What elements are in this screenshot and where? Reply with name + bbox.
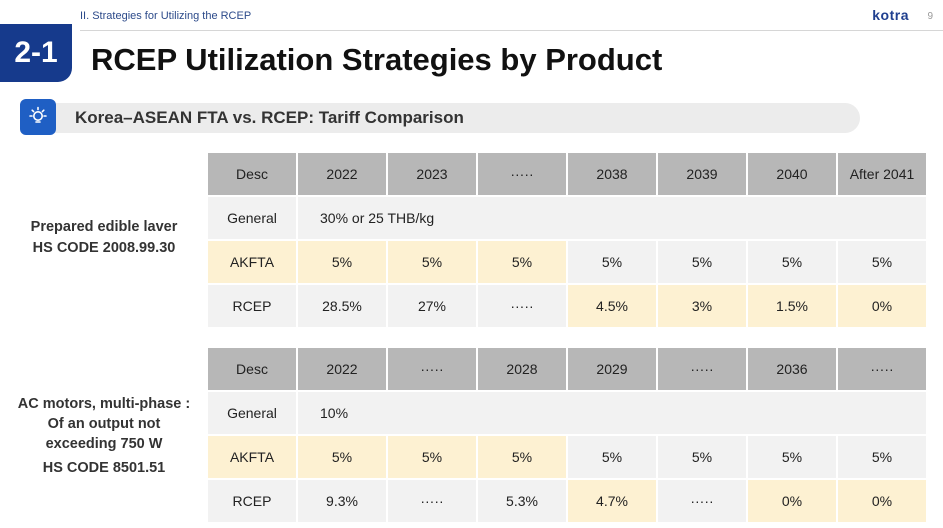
rcep-cell: 3% — [658, 285, 746, 327]
header-cell: Desc — [208, 153, 296, 195]
page-number: 9 — [927, 11, 933, 22]
rcep-cell: 5.3% — [478, 480, 566, 522]
header-cell: ····· — [658, 348, 746, 390]
product-hs-code: HS CODE 8501.51 — [42, 460, 166, 476]
lightbulb-icon — [20, 99, 56, 135]
header-cell: 2036 — [748, 348, 836, 390]
product-name-line: Prepared edible laver — [30, 219, 178, 235]
akfta-cell: 5% — [388, 436, 476, 478]
header-cell: 2038 — [568, 153, 656, 195]
akfta-cell: 5% — [298, 436, 386, 478]
page-title: RCEP Utilization Strategies by Product — [91, 42, 663, 77]
header-cell: ····· — [838, 348, 926, 390]
akfta-cell: 5% — [568, 241, 656, 283]
product-label-ac-motors: AC motors, multi-phase : Of an output no… — [4, 394, 204, 478]
akfta-cell: 5% — [838, 436, 926, 478]
akfta-cell: 5% — [478, 436, 566, 478]
rcep-cell: 27% — [388, 285, 476, 327]
akfta-cell: 5% — [658, 241, 746, 283]
header-divider — [80, 30, 943, 31]
header-cell: Desc — [208, 348, 296, 390]
header-cell: ····· — [478, 153, 566, 195]
rcep-cell: ····· — [388, 480, 476, 522]
section-number-badge: 2-1 — [0, 24, 72, 82]
akfta-cell: 5% — [478, 241, 566, 283]
row-label-general: General — [208, 392, 296, 434]
tariff-table-ac-motors: Desc 2022 ····· 2028 2029 ····· 2036 ···… — [208, 348, 926, 522]
rcep-cell: 0% — [748, 480, 836, 522]
rcep-cell: ····· — [478, 285, 566, 327]
akfta-cell: 5% — [568, 436, 656, 478]
akfta-cell: 5% — [748, 436, 836, 478]
row-label-general: General — [208, 197, 296, 239]
product-hs-code: HS CODE 2008.99.30 — [32, 240, 176, 256]
row-label-rcep: RCEP — [208, 480, 296, 522]
header-cell: 2022 — [298, 153, 386, 195]
kotra-logo: kotra — [872, 7, 909, 23]
rcep-cell: 1.5% — [748, 285, 836, 327]
subtitle-bar — [22, 103, 860, 133]
akfta-cell: 5% — [748, 241, 836, 283]
section-number: 2-1 — [14, 36, 58, 69]
row-label-akfta: AKFTA — [208, 436, 296, 478]
rcep-cell: 0% — [838, 480, 926, 522]
akfta-cell: 5% — [298, 241, 386, 283]
section-breadcrumb: II. Strategies for Utilizing the RCEP — [80, 10, 252, 22]
row-label-rcep: RCEP — [208, 285, 296, 327]
general-rate: 30% or 25 THB/kg — [298, 197, 926, 239]
rcep-cell: 28.5% — [298, 285, 386, 327]
akfta-cell: 5% — [388, 241, 476, 283]
header-cell: After 2041 — [838, 153, 926, 195]
header-cell: 2022 — [298, 348, 386, 390]
rcep-cell: ····· — [658, 480, 746, 522]
header-cell: 2040 — [748, 153, 836, 195]
header-cell: 2039 — [658, 153, 746, 195]
product-label-laver: Prepared edible laver HS CODE 2008.99.30 — [14, 217, 194, 259]
row-label-akfta: AKFTA — [208, 241, 296, 283]
header-cell: 2023 — [388, 153, 476, 195]
rcep-cell: 4.5% — [568, 285, 656, 327]
subtitle-text: Korea–ASEAN FTA vs. RCEP: Tariff Compari… — [75, 108, 464, 127]
tariff-table-laver: Desc 2022 2023 ····· 2038 2039 2040 Afte… — [208, 153, 926, 327]
akfta-cell: 5% — [658, 436, 746, 478]
general-rate: 10% — [298, 392, 926, 434]
header-cell: 2028 — [478, 348, 566, 390]
rcep-cell: 9.3% — [298, 480, 386, 522]
rcep-cell: 4.7% — [568, 480, 656, 522]
header-cell: 2029 — [568, 348, 656, 390]
product-name-line: Of an output not — [47, 416, 161, 432]
header-cell: ····· — [388, 348, 476, 390]
akfta-cell: 5% — [838, 241, 926, 283]
rcep-cell: 0% — [838, 285, 926, 327]
product-name-line: AC motors, multi-phase : — [17, 396, 191, 412]
product-name-line: exceeding 750 W — [45, 436, 163, 452]
